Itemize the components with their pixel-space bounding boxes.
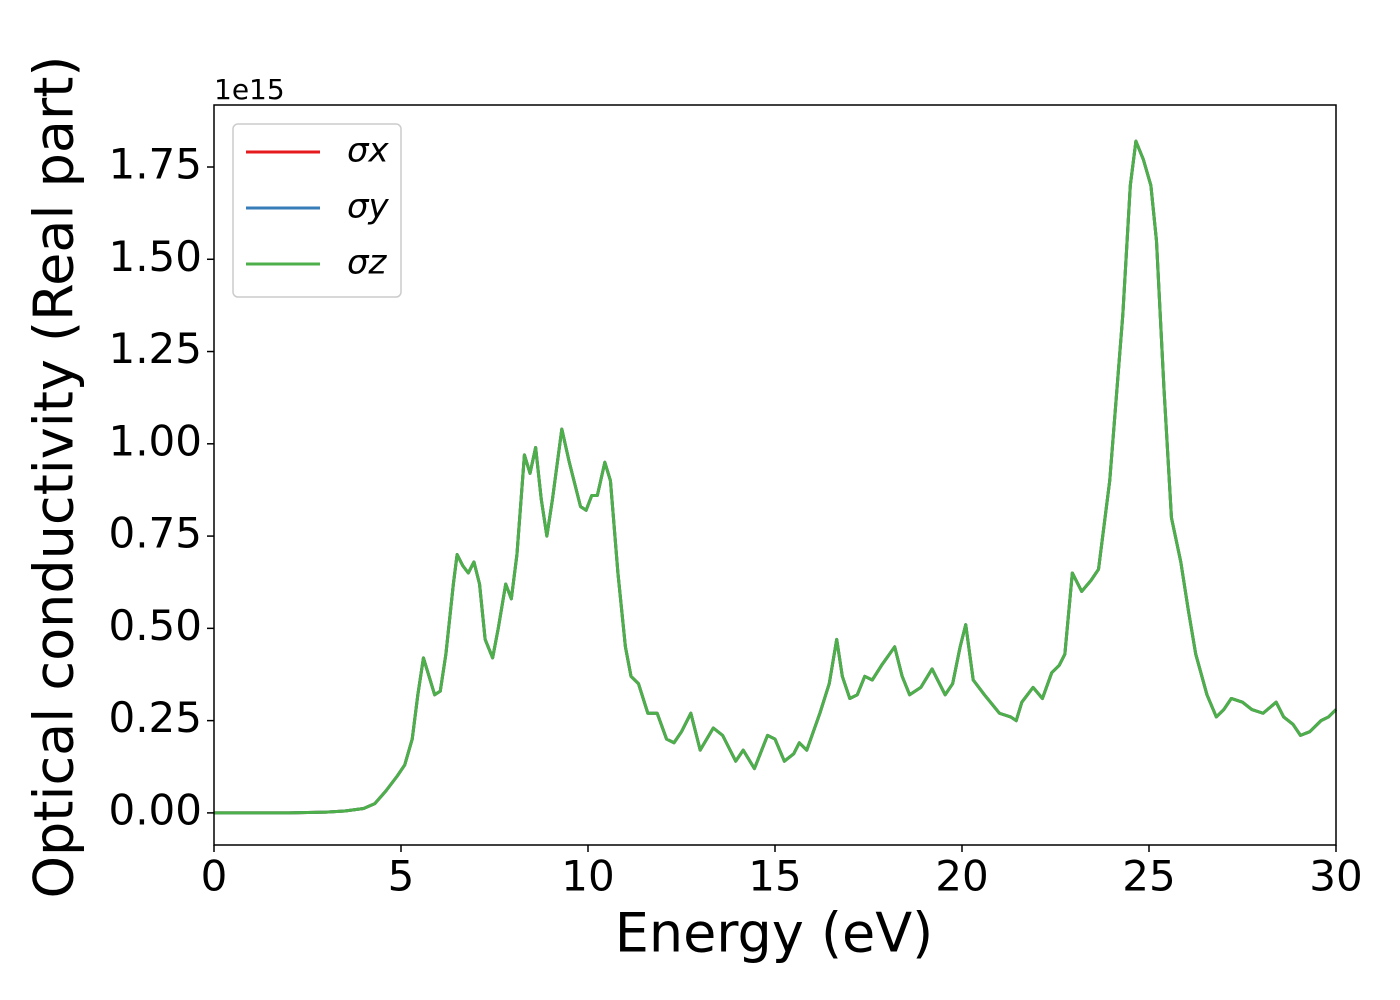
series-line: [214, 139, 1338, 815]
y-tick-label: 1.00: [108, 416, 202, 465]
y-offset-text: 1e15: [214, 73, 285, 106]
legend-label: σx: [347, 131, 390, 171]
y-tick-label: 1.25: [108, 324, 202, 373]
x-tick-label: 25: [1122, 852, 1175, 901]
plot-frame: [213, 104, 1337, 846]
x-tick-label: 0: [201, 852, 228, 901]
legend-label: σy: [347, 187, 390, 227]
y-tick-label: 0.25: [108, 693, 202, 742]
y-tick-label: 0.75: [108, 509, 202, 558]
x-tick-label: 5: [388, 852, 415, 901]
y-tick-label: 0.50: [108, 601, 202, 650]
legend-box: [232, 123, 402, 298]
x-tick-label: 10: [561, 852, 614, 901]
legend-label: σz: [347, 243, 388, 283]
x-tick-label: 30: [1309, 852, 1362, 901]
y-tick-label: 0.00: [108, 785, 202, 834]
y-tick-label: 1.75: [108, 140, 202, 189]
x-tick-label: 20: [935, 852, 988, 901]
x-axis-label: Energy (eV): [615, 902, 934, 965]
x-tick-label: 15: [748, 852, 801, 901]
y-tick-label: 1.50: [108, 232, 202, 281]
y-axis-label: Optical conductivity (Real part): [23, 56, 86, 899]
